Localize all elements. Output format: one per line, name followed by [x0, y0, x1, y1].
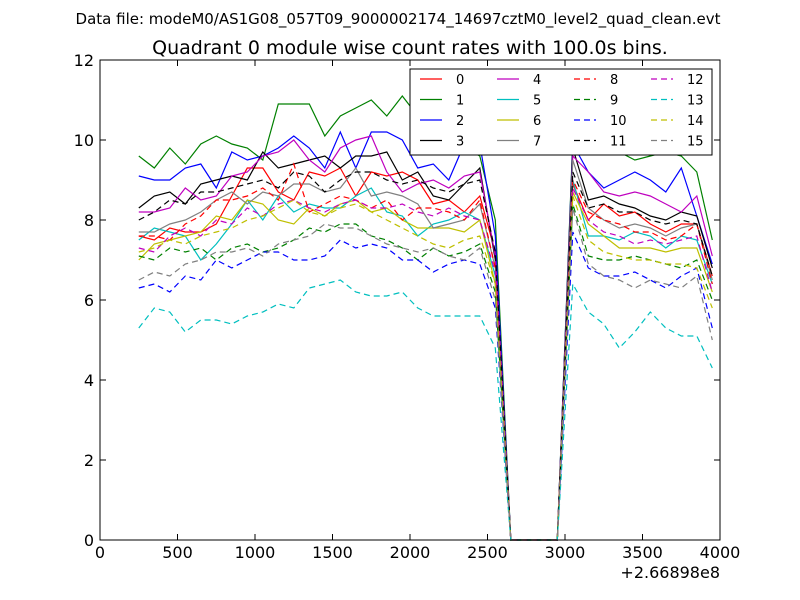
x-tick-label: 4000	[700, 543, 741, 562]
series-line-9	[138, 203, 713, 541]
series-line-11	[138, 171, 713, 541]
series-line-12	[138, 187, 713, 541]
plot-area: 0 500 1000 1500 2000 2500 3000 3500 400002468101…	[74, 51, 741, 562]
series-line-5	[138, 179, 713, 541]
legend-label-4: 4	[533, 73, 541, 88]
x-offset-label: +2.66898e8	[620, 563, 720, 582]
y-tick-label: 12	[74, 51, 94, 70]
series-line-15	[138, 207, 713, 541]
data-file-suptitle: Data file: modeM0/AS1G08_057T09_90000021…	[76, 10, 721, 29]
x-tick-label: 2000	[390, 543, 431, 562]
series-line-4	[138, 135, 713, 541]
y-tick-label: 8	[84, 211, 94, 230]
x-tick-label: 3500	[622, 543, 663, 562]
y-tick-label: 10	[74, 131, 94, 150]
x-tick-label: 3000	[545, 543, 586, 562]
legend-label-2: 2	[456, 114, 464, 129]
series-line-8	[138, 162, 713, 541]
series-line-10	[138, 231, 713, 541]
y-tick-label: 0	[84, 531, 94, 550]
x-tick-label: 1000	[235, 543, 276, 562]
x-tick-label: 1500	[312, 543, 353, 562]
legend-label-3: 3	[456, 135, 464, 150]
y-tick-label: 6	[84, 291, 94, 310]
legend-label-14: 14	[687, 114, 704, 129]
series-line-6	[138, 191, 713, 541]
legend-label-13: 13	[687, 94, 704, 109]
chart-title: Quadrant 0 module wise count rates with …	[152, 37, 668, 59]
series-line-7	[138, 159, 713, 541]
legend-label-12: 12	[687, 73, 704, 88]
legend-label-6: 6	[533, 114, 541, 129]
legend-label-15: 15	[687, 135, 704, 150]
legend-label-7: 7	[533, 135, 541, 150]
legend-label-1: 1	[456, 94, 464, 109]
x-tick-label: 2500	[467, 543, 508, 562]
tick-layer: 0 500 1000 1500 2000 2500 3000 3500 400002468101…	[74, 51, 741, 562]
series-line-13	[138, 279, 713, 541]
series-line-0	[138, 167, 713, 541]
series-line-14	[138, 195, 713, 541]
legend-label-8: 8	[610, 73, 618, 88]
legend-label-0: 0	[456, 73, 464, 88]
legend-label-10: 10	[610, 114, 627, 129]
y-tick-label: 4	[84, 371, 94, 390]
legend-label-5: 5	[533, 94, 541, 109]
legend-label-9: 9	[610, 94, 618, 109]
x-tick-label: 0	[95, 543, 105, 562]
series-layer	[138, 95, 713, 541]
y-tick-label: 2	[84, 451, 94, 470]
x-tick-label: 500	[162, 543, 193, 562]
legend-label-11: 11	[610, 135, 627, 150]
series-line-2	[138, 130, 713, 541]
